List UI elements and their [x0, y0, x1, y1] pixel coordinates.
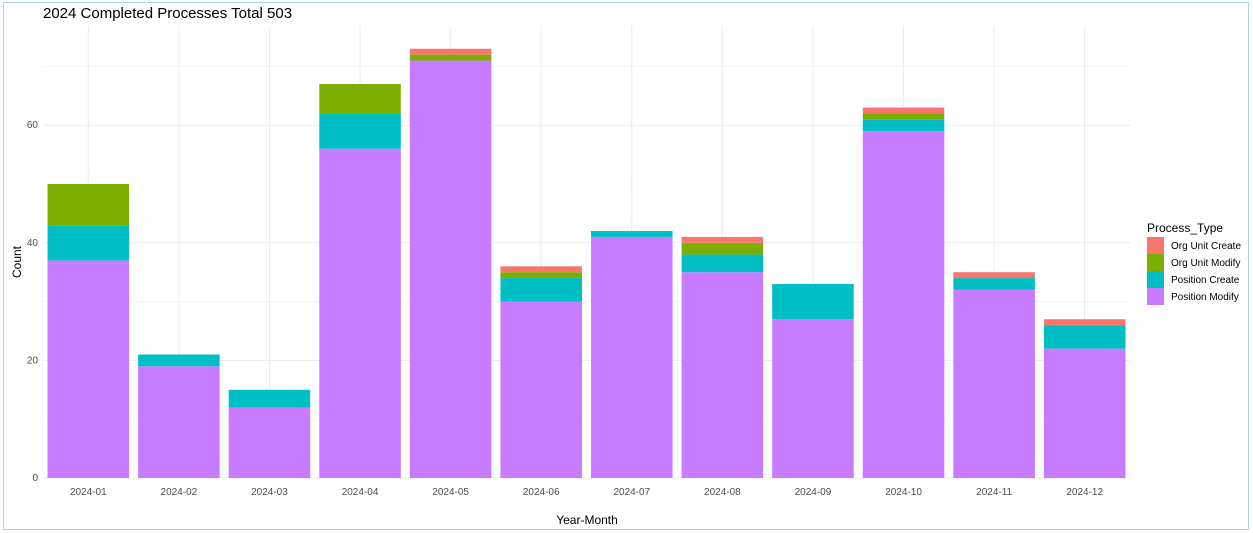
x-tick-label: 2024-09 — [795, 487, 832, 498]
legend-label: Position Modify — [1171, 292, 1239, 303]
bar-segment-org-unit-modify — [862, 113, 945, 120]
bar-segment-org-unit-create — [953, 272, 1035, 279]
x-axis-label: Year-Month — [556, 513, 618, 527]
bar-segment-position-create — [953, 278, 1035, 290]
x-tick-label: 2024-04 — [342, 487, 379, 498]
x-tick-label: 2024-01 — [70, 487, 107, 498]
bar-segment-position-create — [47, 225, 130, 261]
bar-segment-position-create — [228, 389, 311, 408]
x-tick-label: 2024-02 — [161, 487, 198, 498]
legend-label: Position Create — [1171, 275, 1240, 286]
bar-segment-position-modify — [953, 289, 1035, 478]
bar-segment-position-create — [772, 283, 854, 320]
bar-segment-position-modify — [500, 301, 582, 478]
y-tick-label: 20 — [27, 355, 39, 366]
bar-segment-org-unit-create — [862, 107, 945, 114]
bar-segment-position-modify — [409, 60, 492, 479]
chart-frame — [3, 2, 1249, 530]
bar-segment-position-modify — [138, 366, 220, 478]
legend: Process_Type Org Unit Create Org Unit Mod… — [1147, 221, 1241, 305]
x-axis-ticks: 2024-01 2024-02 2024-03 2024-04 2024-05 2024-… — [70, 487, 1104, 498]
bar-segment-org-unit-modify — [409, 54, 492, 61]
x-tick-label: 2024-07 — [613, 487, 650, 498]
bars — [47, 48, 1126, 479]
legend-key — [1147, 237, 1164, 254]
bar-segment-position-create — [500, 278, 582, 302]
legend-label: Org Unit Create — [1171, 241, 1241, 252]
x-tick-label: 2024-10 — [885, 487, 922, 498]
legend-key — [1147, 271, 1164, 288]
x-tick-label: 2024-08 — [704, 487, 741, 498]
x-tick-label: 2024-06 — [523, 487, 560, 498]
legend-label: Org Unit Modify — [1171, 258, 1240, 269]
bar-segment-position-create — [862, 119, 945, 132]
bar-segment-org-unit-create — [681, 236, 764, 243]
legend-title: Process_Type — [1147, 221, 1223, 235]
bar-segment-position-modify — [772, 319, 854, 478]
chart-title: 2024 Completed Processes Total 503 — [43, 5, 293, 22]
y-tick-label: 0 — [32, 473, 38, 484]
bar-segment-position-create — [138, 354, 220, 367]
bar-segment-position-create — [319, 113, 401, 149]
bar-segment-position-create — [591, 231, 673, 237]
bar-segment-org-unit-create — [409, 48, 492, 55]
bar-segment-position-modify — [862, 131, 945, 478]
legend-key — [1147, 254, 1164, 271]
bar-segment-position-modify — [681, 272, 764, 478]
bar-segment-position-modify — [47, 260, 130, 478]
bar-segment-position-modify — [1043, 348, 1126, 478]
y-tick-label: 40 — [27, 238, 39, 249]
y-tick-label: 60 — [27, 120, 39, 131]
legend-key — [1147, 288, 1164, 305]
x-tick-label: 2024-12 — [1066, 487, 1103, 498]
x-tick-label: 2024-11 — [976, 487, 1012, 498]
bar-segment-position-create — [1043, 325, 1126, 349]
bar-segment-org-unit-modify — [681, 242, 764, 255]
bar-segment-position-modify — [319, 148, 401, 478]
bar-segment-org-unit-create — [1043, 319, 1126, 326]
bar-segment-org-unit-modify — [47, 184, 130, 226]
y-axis-ticks: 0 20 40 60 — [27, 120, 39, 484]
bar-segment-position-modify — [591, 236, 673, 478]
y-axis-label: Count — [10, 245, 24, 278]
bar-segment-position-create — [681, 254, 764, 273]
x-tick-label: 2024-03 — [251, 487, 288, 498]
x-tick-label: 2024-05 — [432, 487, 469, 498]
bar-segment-org-unit-modify — [500, 272, 582, 279]
bar-segment-org-unit-modify — [319, 84, 401, 114]
bar-segment-position-modify — [228, 407, 311, 478]
bar-segment-org-unit-create — [500, 266, 582, 273]
